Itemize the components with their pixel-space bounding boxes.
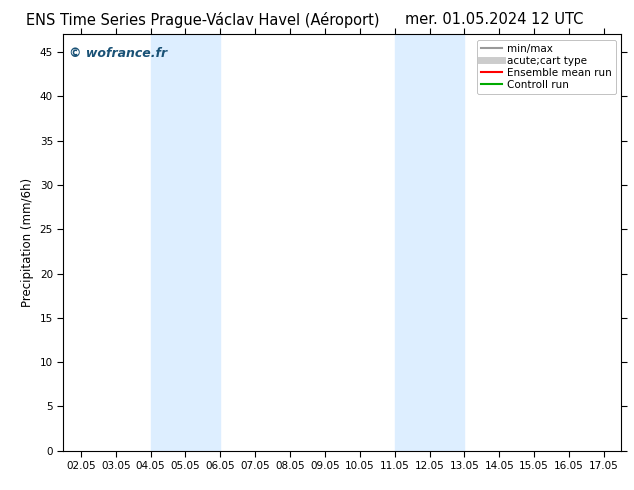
Y-axis label: Precipitation (mm/6h): Precipitation (mm/6h) <box>21 178 34 307</box>
Bar <box>150 34 221 451</box>
Text: ENS Time Series Prague-Václav Havel (Aéroport): ENS Time Series Prague-Václav Havel (Aér… <box>26 12 380 28</box>
Bar <box>394 34 464 451</box>
Text: mer. 01.05.2024 12 UTC: mer. 01.05.2024 12 UTC <box>405 12 584 27</box>
Legend: min/max, acute;cart type, Ensemble mean run, Controll run: min/max, acute;cart type, Ensemble mean … <box>477 40 616 94</box>
Text: © wofrance.fr: © wofrance.fr <box>69 47 167 60</box>
